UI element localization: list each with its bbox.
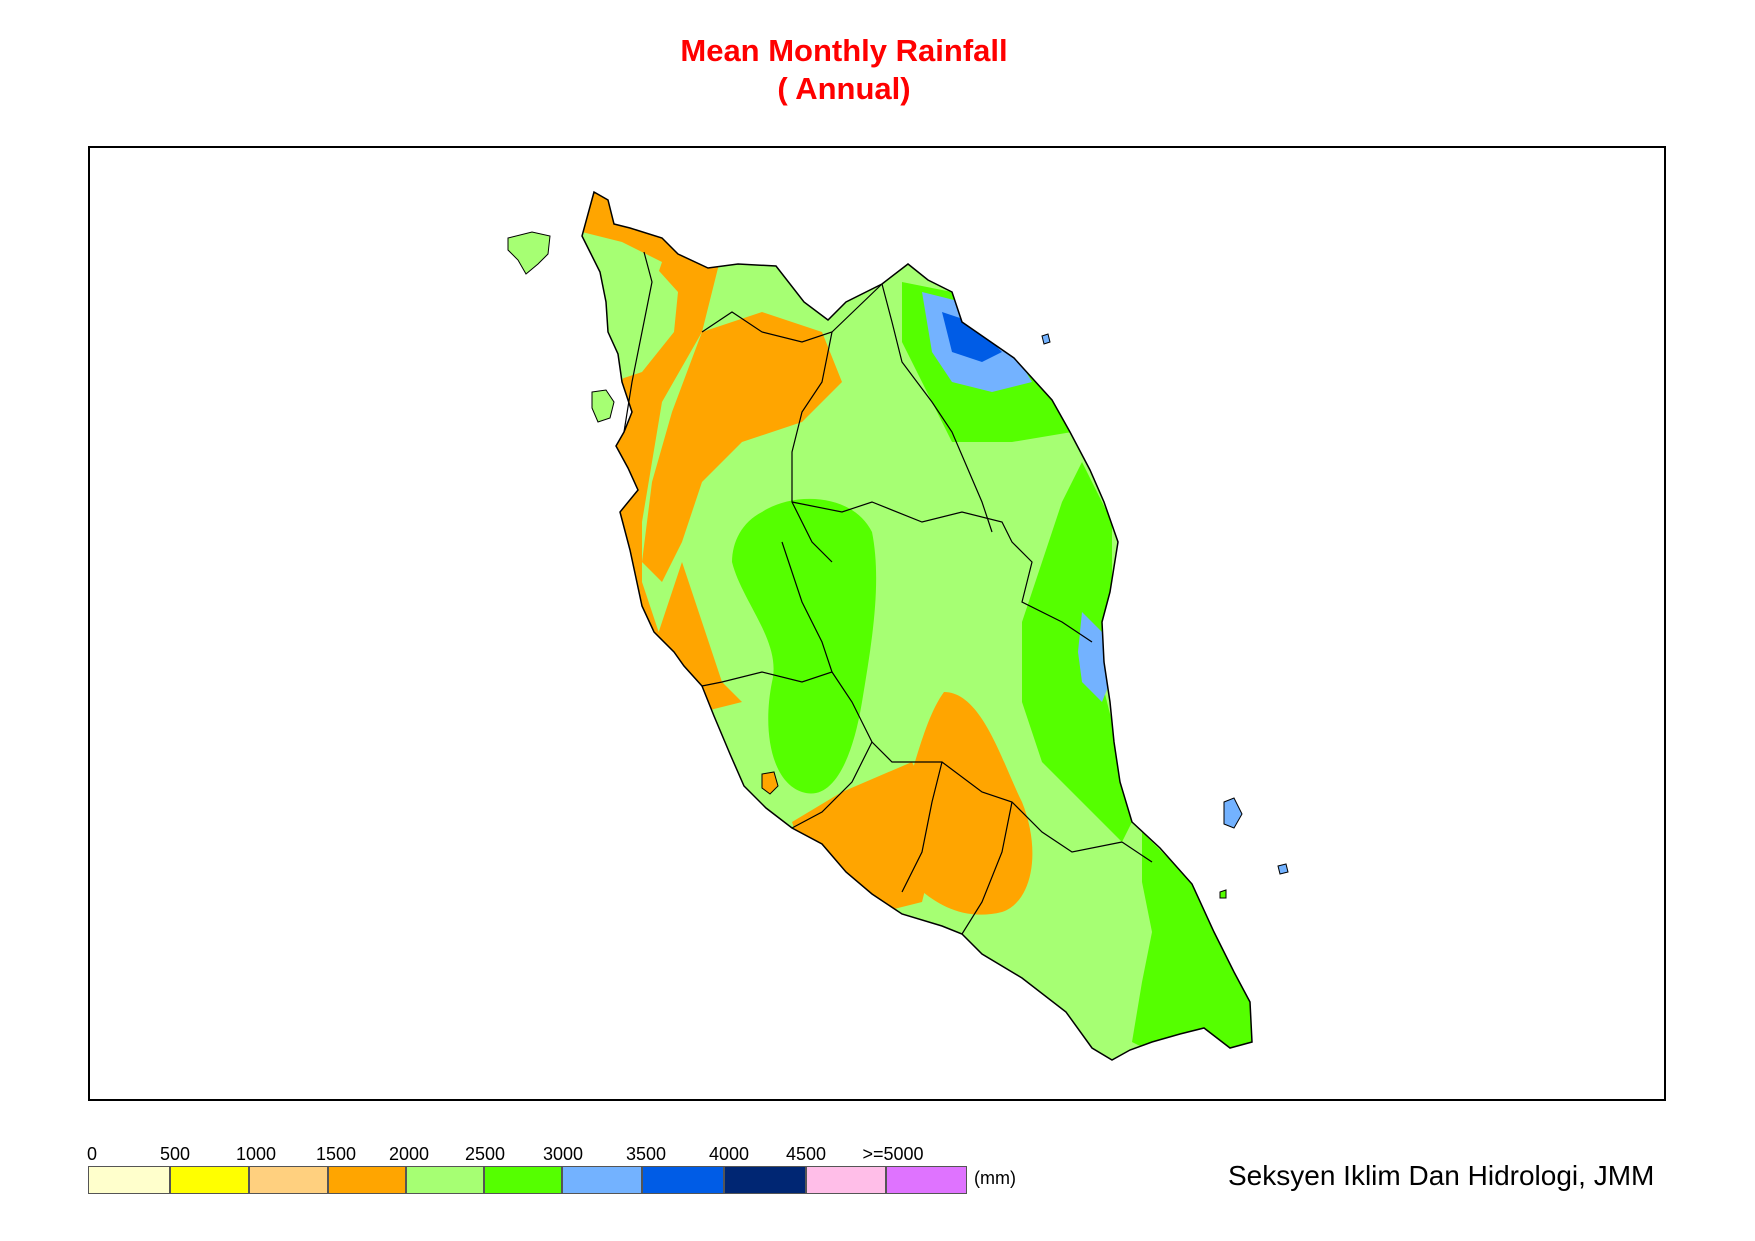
legend-tick-label: >=5000 <box>862 1144 924 1164</box>
legend-tick-label: 2000 <box>388 1144 430 1164</box>
legend-tick-label: 3000 <box>542 1144 584 1164</box>
zone-3500-4000 <box>942 312 1002 362</box>
map-frame <box>88 146 1666 1101</box>
coastline <box>581 190 1253 1061</box>
penang-island <box>591 389 615 423</box>
langkawi-island <box>507 231 551 275</box>
legend-swatch <box>406 1166 484 1194</box>
legend-swatch <box>249 1166 328 1194</box>
credit-text: Seksyen Iklim Dan Hidrologi, JMM <box>1228 1160 1655 1191</box>
legend-swatch <box>562 1166 642 1194</box>
zone-2500-3000-central <box>732 498 877 794</box>
zone-1500-2000-melaka <box>792 762 942 912</box>
legend-swatch <box>484 1166 562 1194</box>
small-island-east <box>1277 863 1289 875</box>
legend-swatch <box>328 1166 406 1194</box>
zone-2500-3000-east <box>1022 462 1132 842</box>
legend-tick-label: 1000 <box>235 1144 277 1164</box>
small-island-south <box>1219 889 1227 899</box>
legend-swatch <box>724 1166 806 1194</box>
legend-swatch <box>806 1166 886 1194</box>
legend-swatch <box>642 1166 724 1194</box>
state-boundaries <box>623 251 1153 935</box>
pangkor-island <box>761 771 779 795</box>
islands <box>507 231 1289 899</box>
legend-swatch <box>886 1166 967 1194</box>
rainfall-map <box>507 190 1289 1061</box>
legend-tick-label: 500 <box>159 1144 191 1164</box>
map-title: Mean Monthly Rainfall <box>680 33 1008 68</box>
legend-swatch <box>170 1166 249 1194</box>
peninsular-malaysia <box>507 190 1289 1061</box>
legend-tick-label: 0 <box>86 1144 98 1164</box>
legend-swatch <box>88 1166 170 1194</box>
zone-2500-3000-johor <box>1132 832 1252 1052</box>
zone-1500-2000-north <box>642 312 842 582</box>
legend-tick-label: 4000 <box>708 1144 750 1164</box>
legend-tick-label: 4500 <box>785 1144 827 1164</box>
legend-tick-label: 3500 <box>625 1144 667 1164</box>
map-subtitle: ( Annual) <box>777 71 911 106</box>
legend-tick-label: 2500 <box>464 1144 506 1164</box>
tioman-island <box>1223 797 1243 829</box>
legend-tick-label: 1500 <box>315 1144 357 1164</box>
legend-unit: (mm) <box>974 1168 1016 1188</box>
perhentian-island <box>1041 333 1051 345</box>
